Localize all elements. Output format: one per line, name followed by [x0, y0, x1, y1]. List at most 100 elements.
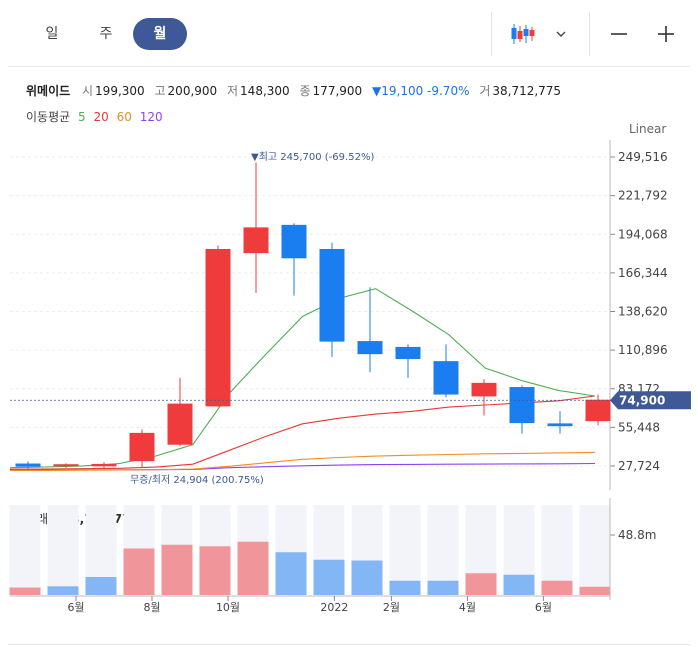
candle: [509, 385, 535, 434]
volume-bar-bg: [47, 505, 79, 595]
y-tick-label: 249,516: [618, 150, 668, 164]
candle: [547, 411, 573, 434]
moving-average-legend[interactable]: 이동평균 5 20 60 120: [26, 108, 167, 125]
tab-week[interactable]: 주: [99, 26, 113, 42]
volume-bar: [237, 541, 269, 595]
candle-body: [509, 387, 535, 424]
ma-20-line: [9, 395, 596, 470]
volume-bar: [465, 573, 497, 595]
volume-bar: [9, 587, 41, 595]
candle: [15, 461, 41, 469]
volume-bar: [351, 560, 383, 595]
candle-body: [319, 248, 345, 342]
x-tick-label: 2월: [383, 601, 400, 614]
candle-body: [471, 382, 497, 397]
current-price-label: 74,900: [619, 393, 665, 407]
y-tick-label: 27,724: [618, 459, 660, 473]
ma-5-label: 5: [78, 110, 86, 124]
volume-bar-bg: [9, 505, 41, 595]
min-annotation-bg: [128, 471, 168, 485]
x-tick-label: 10월: [216, 601, 240, 614]
max-price-annotation: ▼최고 245,700 (-69.52%): [251, 151, 374, 163]
ma-120-label: 120: [139, 110, 163, 124]
volume-bar: [541, 580, 573, 595]
stock-name: 위메이드: [26, 84, 71, 98]
candle: [243, 162, 269, 293]
min-price-annotation: 무증/최저 24,904 (200.75%): [130, 474, 264, 486]
candle: [167, 377, 193, 447]
candle-body: [205, 248, 231, 407]
high-label: 고: [154, 84, 166, 98]
x-tick-label: 4월: [459, 601, 476, 614]
close-value: 177,900: [312, 84, 363, 98]
volume-bar-bg: [427, 505, 459, 595]
x-tick-label: 2022: [320, 601, 348, 614]
price-summary: 위메이드 시 199,300 고 200,900 저 148,300 종 177,900…: [26, 82, 567, 99]
scale-toggle[interactable]: Linear: [629, 122, 666, 136]
candle-body: [15, 463, 41, 467]
header-divider: [8, 66, 690, 67]
volume-bar-bg: [541, 505, 573, 595]
ma-60-line: [9, 451, 596, 472]
candle-body: [585, 399, 611, 422]
candle-body: [433, 361, 459, 395]
change-value: ▼19,100 -9.70%: [372, 84, 470, 98]
x-tick-label: 6월: [67, 601, 84, 614]
ma-5-line: [9, 288, 596, 469]
y-tick-label: 55,448: [618, 420, 660, 434]
candle-body: [167, 403, 193, 445]
volume-bar: [123, 548, 155, 595]
volume-bar: [199, 546, 231, 595]
y-tick-label: 110,896: [618, 343, 668, 357]
volume-bar: [275, 552, 307, 595]
volume-tick-label: 48.8m: [618, 528, 656, 542]
toolbar-divider: [491, 12, 492, 56]
toolbar-divider: [589, 12, 590, 56]
volume-bar: [389, 580, 421, 595]
volume-bar: [47, 586, 79, 595]
footer-divider: [8, 644, 690, 645]
tab-day[interactable]: 일: [45, 26, 59, 42]
candle: [91, 462, 117, 470]
candle: [357, 287, 383, 373]
volume-title: 거래량 38,712,775: [26, 512, 139, 526]
candle: [395, 344, 421, 378]
candle: [585, 394, 611, 426]
volume-bar: [313, 559, 345, 595]
volume-label: 거: [479, 84, 491, 98]
candle-body: [243, 227, 269, 254]
volume-bar: [161, 544, 193, 595]
candle: [53, 463, 79, 468]
volume-bar: [85, 577, 117, 595]
candle: [129, 429, 155, 468]
top-bar: 일 주 월: [0, 0, 698, 66]
x-tick-label: 6월: [535, 601, 552, 614]
low-value: 148,300: [240, 84, 290, 98]
plus-icon[interactable]: [652, 18, 680, 50]
current-price-badge: [610, 391, 691, 410]
minus-icon[interactable]: [605, 18, 633, 50]
volume-value: 38,712,775: [492, 84, 562, 98]
low-label: 저: [227, 84, 239, 98]
candle-body: [129, 432, 155, 462]
close-label: 종: [299, 84, 311, 98]
y-tick-label: 194,068: [618, 227, 668, 241]
x-tick-label: 8월: [143, 601, 160, 614]
candle: [471, 379, 497, 416]
y-tick-label: 166,344: [618, 266, 668, 280]
ma-60-label: 60: [116, 110, 132, 124]
open-value: 199,300: [95, 84, 145, 98]
candlestick-icon[interactable]: [505, 18, 541, 50]
volume-bar: [503, 574, 535, 595]
tab-month[interactable]: 월: [133, 18, 187, 50]
candle-body: [395, 346, 421, 360]
scale-label: Linear: [629, 122, 667, 136]
volume-bar-bg: [579, 505, 611, 595]
volume-bar-bg: [389, 505, 421, 595]
candle-body: [357, 341, 383, 355]
chevron-down-icon[interactable]: [549, 18, 573, 50]
y-tick-label: 221,792: [618, 189, 668, 203]
open-label: 시: [82, 84, 94, 98]
volume-bar: [427, 580, 459, 595]
candle: [205, 245, 231, 408]
